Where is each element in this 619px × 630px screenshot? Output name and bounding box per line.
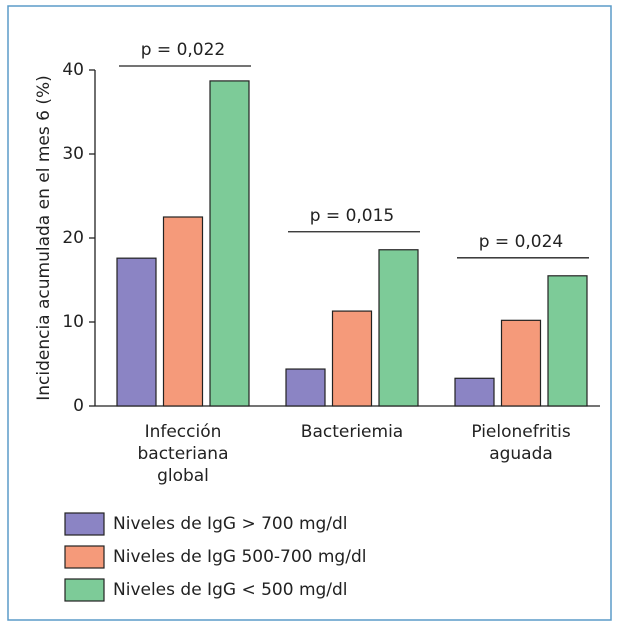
bar [500,319,542,407]
legend-swatch [64,578,105,602]
frame [7,5,612,621]
bar [331,310,373,407]
x-tick-label: bacteriana [137,444,228,464]
y-tick-label: 40 [62,60,84,80]
bar [116,257,157,407]
x-tick-label: aguada [489,444,553,464]
p-value: p = 0,015 [310,206,395,226]
bar [162,216,204,407]
y-tick-label: 0 [73,396,84,416]
bar [378,249,419,407]
x-tick-label: global [157,466,209,486]
x-tick-label: Bacteriemia [301,422,403,442]
bar [209,80,250,407]
legend-label: Niveles de IgG < 500 mg/dl [113,580,348,600]
bar [547,275,588,407]
y-tick-label: 20 [62,228,84,248]
bar [454,377,495,407]
x-tick-label: Pielonefritis [471,422,571,442]
legend-label: Niveles de IgG > 700 mg/dl [113,514,348,534]
x-tick-label: Infección [145,422,222,442]
p-value: p = 0,022 [141,40,226,60]
y-axis-label: Incidencia acumulada en el mes 6 (%) [34,75,54,401]
p-value: p = 0,024 [479,232,564,252]
legend-swatch [64,545,105,569]
legend-swatch [64,512,105,536]
bar [285,368,326,407]
y-tick-label: 30 [62,144,84,164]
y-tick-label: 10 [62,312,84,332]
legend-label: Niveles de IgG 500-700 mg/dl [113,547,366,567]
